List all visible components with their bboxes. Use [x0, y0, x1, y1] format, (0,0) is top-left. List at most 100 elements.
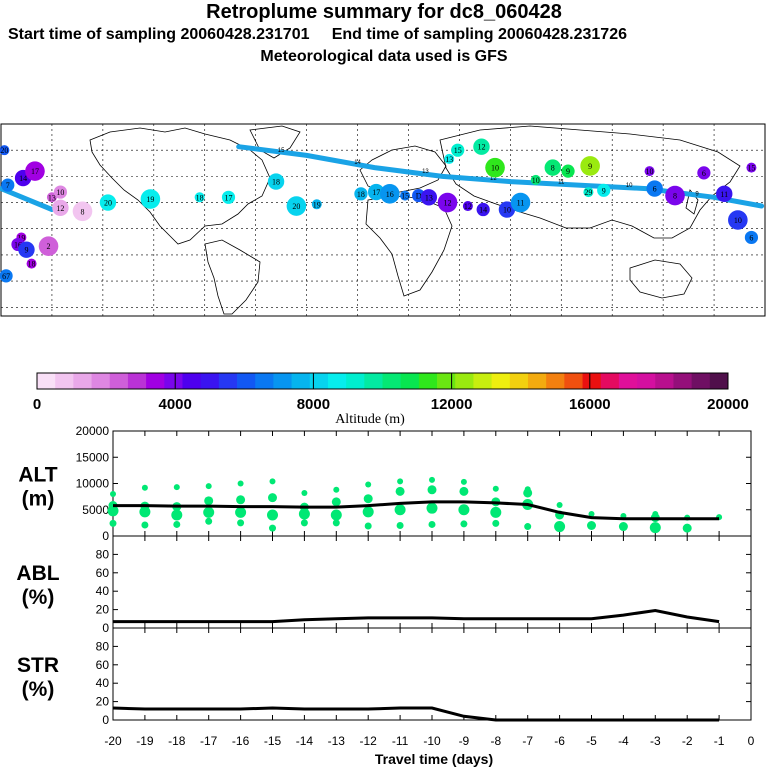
map-marker-label: 15 — [454, 146, 462, 155]
alt-scatter-point — [460, 478, 467, 485]
colorbar-swatch — [146, 373, 165, 389]
colorbar-swatch — [691, 373, 711, 389]
map-marker: 19 — [311, 199, 322, 210]
map-marker-label: 10 — [646, 167, 654, 176]
map-marker: 19 — [140, 189, 161, 209]
met-data-label: Meteorological data used is GFS — [260, 48, 508, 65]
y-tick-label: 5000 — [82, 503, 109, 517]
map-marker-dot — [498, 201, 516, 218]
alt-scatter-point — [331, 497, 341, 507]
colorbar-swatch — [127, 373, 147, 389]
colorbar-swatch — [55, 373, 74, 389]
alt-scatter-point — [237, 480, 244, 487]
x-tick-label: -2 — [682, 734, 693, 748]
x-tick-label: -18 — [168, 734, 186, 748]
map-marker-label: 20 — [104, 199, 112, 208]
series-line-str — [112, 706, 720, 722]
panel-unit: (%) — [22, 586, 55, 609]
alt-scatter-point — [173, 484, 180, 491]
colorbar-swatch — [91, 373, 111, 389]
map-marker-dot — [597, 183, 611, 197]
map-marker: 14 — [476, 202, 490, 217]
map-marker-label: 18 — [196, 193, 204, 202]
x-tick-label: -1 — [714, 734, 725, 748]
map-marker: 9 — [597, 183, 611, 197]
alt-scatter-point — [363, 494, 373, 504]
map-marker: 18 — [194, 192, 205, 203]
map-marker-dot — [221, 190, 236, 204]
alt-scatter-point — [427, 485, 437, 495]
map-marker-label: 20 — [0, 146, 8, 155]
map-marker-label: 12 — [477, 143, 485, 152]
map-marker-label: 10 — [734, 216, 742, 225]
map-marker: 11 — [510, 192, 531, 213]
map-marker-label: 19 — [17, 233, 25, 242]
map-marker-label: 16 — [14, 240, 22, 249]
map-marker: 20 — [99, 194, 117, 211]
x-tick-label: -13 — [328, 734, 346, 748]
alt-scatter-point — [300, 519, 308, 527]
alt-scatter-point — [428, 520, 436, 528]
map-marker: 7 — [1, 178, 15, 192]
map-marker-dot — [746, 162, 757, 173]
colorbar-swatch — [109, 373, 129, 389]
colorbar-tick-label: 20000 — [707, 396, 749, 413]
map-marker-dot — [530, 174, 541, 185]
map-marker-label: 10 — [532, 176, 540, 185]
map-marker-label: 12 — [464, 202, 472, 211]
map-marker-dot — [437, 192, 458, 213]
colorbar-tick-label: 16000 — [569, 396, 611, 413]
track-label: 9 — [695, 192, 699, 198]
map-marker-label: 8 — [551, 164, 555, 173]
map-marker-label: 14 — [19, 174, 27, 183]
colorbar-swatch — [237, 373, 256, 389]
colorbar-tick-label: 12000 — [431, 396, 473, 413]
x-tick-label: -8 — [490, 734, 501, 748]
map-marker: 18 — [267, 173, 285, 190]
alt-scatter-point — [237, 519, 245, 527]
y-tick-label: 20000 — [76, 424, 110, 438]
map-marker: 10 — [498, 201, 516, 218]
alt-scatter-point — [267, 509, 278, 521]
x-tick-label: -7 — [522, 734, 533, 748]
map-marker-label: 19 — [313, 200, 321, 209]
map-marker: 10 — [53, 185, 68, 199]
alt-scatter-point — [330, 509, 342, 521]
track-label: 14 — [354, 160, 361, 166]
series-line-abl — [113, 608, 720, 624]
colorbar-swatch — [437, 373, 456, 389]
map-marker-label: 11 — [720, 190, 728, 199]
time-series-panels: 20000150001000050000ALT(m)806040200ABL(%… — [16, 424, 754, 748]
map-marker-dot — [544, 159, 561, 176]
x-tick-label: -11 — [392, 734, 409, 748]
map-marker: 15 — [746, 162, 757, 173]
start-time-label: Start time of sampling 20060428.231701 — [8, 26, 310, 43]
alt-scatter-point — [171, 509, 183, 521]
colorbar-swatch — [509, 373, 529, 389]
map-marker: 8 — [72, 201, 93, 222]
y-tick-label: 0 — [102, 529, 109, 543]
alt-scatter-point — [556, 502, 563, 509]
alt-scatter-point — [458, 504, 470, 516]
y-tick-label: 80 — [96, 639, 110, 653]
alt-scatter-point — [364, 522, 372, 530]
map-marker-label: 6 — [749, 233, 753, 242]
map-marker-dot — [311, 199, 322, 210]
alt-scatter-point — [205, 517, 213, 525]
colorbar-swatch — [37, 373, 56, 389]
map-marker-dot — [462, 201, 473, 212]
alt-scatter-point — [269, 478, 276, 485]
colorbar-swatch — [655, 373, 674, 389]
y-tick-label: 40 — [96, 676, 110, 690]
y-tick-label: 20 — [96, 695, 110, 709]
alt-scatter-point — [332, 519, 340, 527]
colorbar-swatch — [491, 373, 511, 389]
colorbar-swatch — [218, 373, 238, 389]
map-marker: 16 — [379, 184, 400, 204]
colorbar-swatch — [564, 373, 583, 389]
colorbar-swatch — [582, 373, 602, 389]
alt-scatter-point — [554, 521, 566, 533]
map-marker-dot — [644, 166, 655, 177]
map-marker-label: 18 — [28, 260, 36, 269]
